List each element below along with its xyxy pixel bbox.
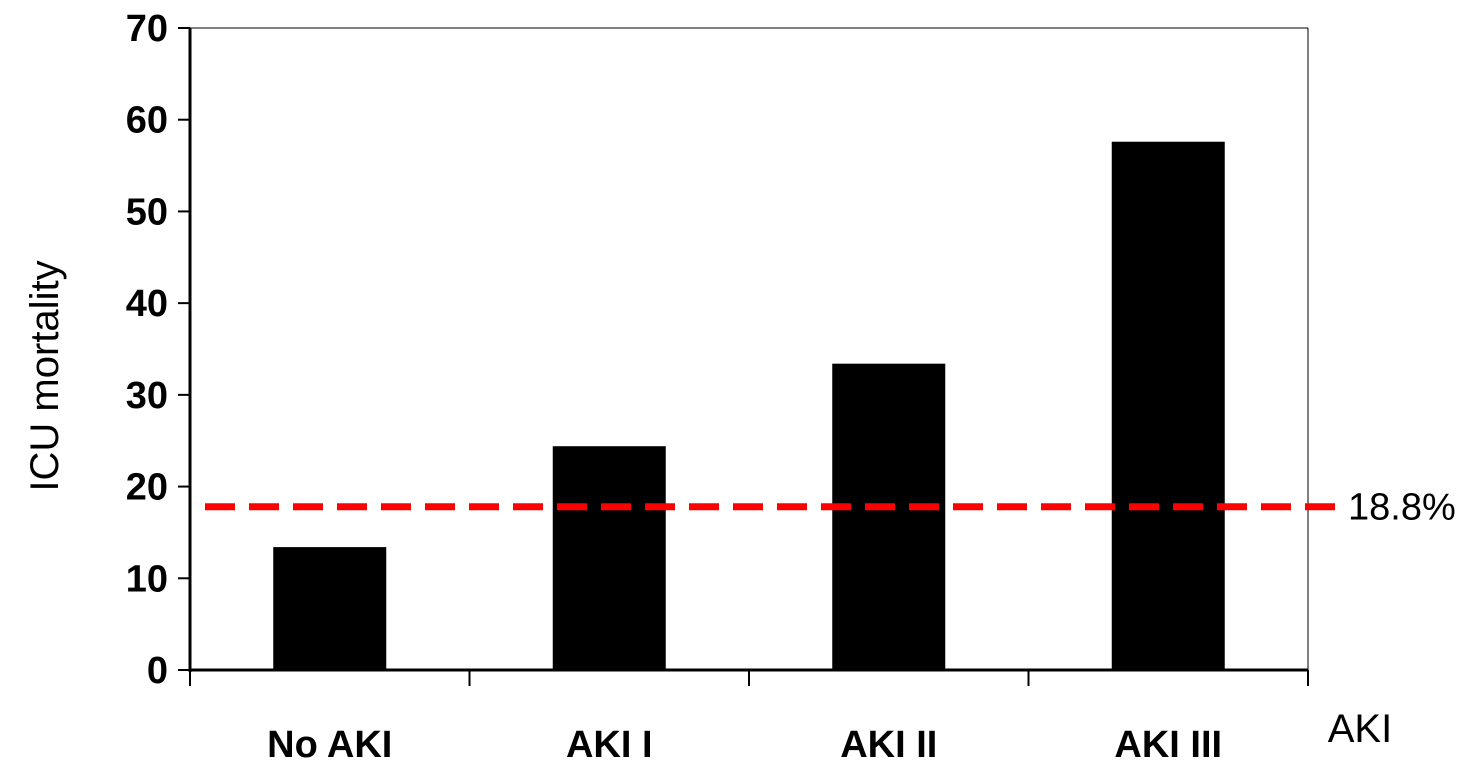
x-category-label: AKI II <box>840 724 937 766</box>
x-axis-ticks <box>189 670 1309 686</box>
reference-line-label: 18.8% <box>1348 487 1456 529</box>
bar <box>832 363 946 670</box>
y-tick-label: 10 <box>126 558 168 600</box>
y-tick-label: 70 <box>126 8 168 50</box>
x-axis-title: AKI <box>1328 707 1392 751</box>
bar <box>273 547 387 670</box>
x-category-label: No AKI <box>267 724 392 766</box>
x-category-label: AKI III <box>1114 724 1222 766</box>
y-axis-ticks: 0 10 20 30 40 50 60 70 <box>126 8 190 692</box>
y-tick-label: 40 <box>126 283 168 325</box>
y-tick-label: 60 <box>126 100 168 142</box>
y-tick-label: 20 <box>126 467 168 509</box>
bar <box>552 446 666 670</box>
category-labels: No AKI AKI I AKI II AKI III <box>267 724 1222 766</box>
bars <box>273 141 1225 670</box>
y-tick-label: 30 <box>126 375 168 417</box>
reference-line-group: 18.8% <box>205 487 1456 529</box>
x-category-label: AKI I <box>566 724 653 766</box>
y-tick-label: 50 <box>126 191 168 233</box>
y-tick-label: 0 <box>147 650 168 692</box>
bar <box>1111 141 1225 670</box>
y-axis-title: ICU mortality <box>23 260 67 491</box>
